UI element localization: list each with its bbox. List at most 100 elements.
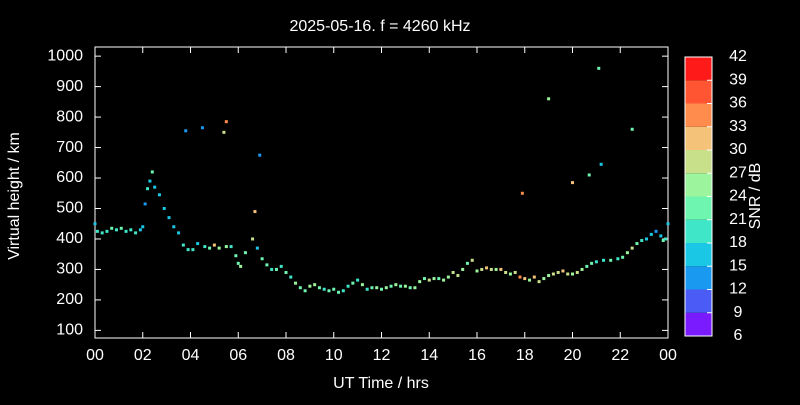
data-point bbox=[513, 270, 517, 274]
data-point bbox=[403, 284, 407, 288]
y-tick-label: 400 bbox=[56, 230, 83, 247]
data-point bbox=[630, 246, 634, 250]
data-point bbox=[124, 229, 128, 233]
data-point bbox=[375, 286, 379, 290]
data-point bbox=[442, 278, 446, 282]
data-point bbox=[317, 286, 321, 290]
x-tick-label: 02 bbox=[134, 347, 152, 364]
data-point bbox=[251, 237, 255, 241]
data-point bbox=[566, 272, 570, 276]
data-point bbox=[587, 173, 591, 177]
colorbar-tick-label: 6 bbox=[734, 327, 743, 344]
data-point bbox=[274, 267, 278, 271]
data-point bbox=[360, 283, 364, 287]
data-point bbox=[645, 237, 649, 241]
data-point bbox=[508, 272, 512, 276]
x-tick-label: 14 bbox=[420, 347, 438, 364]
data-point bbox=[659, 234, 663, 238]
data-point bbox=[100, 231, 104, 235]
data-point bbox=[303, 289, 307, 293]
colorbar-tick-label: 9 bbox=[734, 304, 743, 321]
data-point bbox=[270, 267, 274, 271]
data-point bbox=[389, 284, 393, 288]
colorbar-tick-label: 18 bbox=[729, 234, 747, 251]
x-tick-label: 10 bbox=[325, 347, 343, 364]
data-point bbox=[200, 126, 204, 130]
data-point bbox=[446, 275, 450, 279]
colorbar-swatch bbox=[685, 219, 712, 243]
data-point bbox=[384, 286, 388, 290]
data-point bbox=[470, 258, 474, 262]
data-point bbox=[346, 284, 350, 288]
data-point bbox=[208, 246, 212, 250]
data-point bbox=[413, 286, 417, 290]
colorbar-swatch bbox=[685, 57, 712, 81]
data-point bbox=[580, 267, 584, 271]
data-point bbox=[518, 275, 522, 279]
data-point bbox=[308, 284, 312, 288]
colorbar-swatch bbox=[685, 196, 712, 220]
colorbar-swatch bbox=[685, 266, 712, 290]
data-point bbox=[284, 270, 288, 274]
data-point bbox=[542, 277, 546, 281]
colorbar-label: SNR / dB bbox=[747, 163, 764, 230]
data-point bbox=[157, 193, 161, 197]
data-point bbox=[294, 281, 298, 285]
y-tick-label: 500 bbox=[56, 200, 83, 217]
data-point bbox=[258, 153, 262, 157]
data-point bbox=[341, 289, 345, 293]
y-tick-label: 600 bbox=[56, 169, 83, 186]
y-tick-label: 100 bbox=[56, 322, 83, 339]
data-point bbox=[253, 210, 257, 214]
y-tick-label: 300 bbox=[56, 261, 83, 278]
data-point bbox=[561, 269, 565, 273]
x-tick-label: 12 bbox=[373, 347, 391, 364]
data-point bbox=[217, 246, 221, 250]
data-point bbox=[551, 272, 555, 276]
data-point bbox=[475, 269, 479, 273]
colorbar-tick-label: 15 bbox=[729, 257, 747, 274]
data-point bbox=[196, 242, 200, 246]
data-point bbox=[356, 278, 360, 282]
data-point bbox=[313, 283, 317, 287]
data-point bbox=[523, 277, 527, 281]
data-point bbox=[571, 272, 574, 276]
colorbar-tick-label: 36 bbox=[729, 95, 747, 112]
data-point bbox=[609, 258, 613, 262]
data-point bbox=[184, 129, 188, 133]
colorbar-tick-label: 33 bbox=[729, 118, 747, 135]
data-point bbox=[465, 261, 469, 265]
data-point bbox=[95, 229, 99, 233]
data-point bbox=[602, 258, 606, 262]
data-point bbox=[110, 226, 114, 230]
data-point bbox=[203, 245, 207, 249]
data-point bbox=[236, 261, 240, 265]
data-point bbox=[351, 281, 355, 285]
data-point bbox=[370, 286, 374, 290]
colorbar-swatch bbox=[685, 150, 712, 174]
data-point bbox=[365, 287, 369, 291]
colorbar-tick-label: 30 bbox=[729, 141, 747, 158]
data-point bbox=[635, 242, 639, 246]
colorbar-tick-label: 27 bbox=[729, 164, 747, 181]
data-point bbox=[279, 264, 283, 268]
data-point bbox=[640, 238, 644, 242]
data-point bbox=[141, 225, 145, 229]
data-point bbox=[575, 270, 579, 274]
y-axis-label: Virtual height / km bbox=[6, 132, 23, 260]
y-tick-label: 1000 bbox=[47, 47, 83, 64]
data-point bbox=[520, 191, 524, 195]
data-point bbox=[186, 248, 190, 252]
data-point bbox=[649, 232, 653, 236]
data-point bbox=[134, 231, 138, 235]
data-point bbox=[332, 287, 336, 291]
data-point bbox=[138, 228, 142, 232]
data-point bbox=[234, 254, 238, 258]
data-point bbox=[255, 246, 259, 250]
data-point bbox=[150, 170, 154, 174]
x-axis-label: UT Time / hrs bbox=[333, 375, 429, 392]
data-point bbox=[571, 181, 574, 185]
colorbar-swatch bbox=[685, 126, 712, 150]
